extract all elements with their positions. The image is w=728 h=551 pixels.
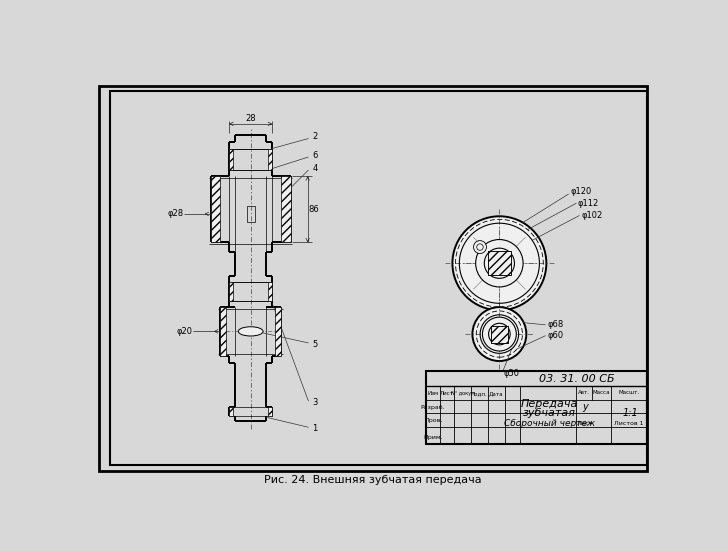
Text: 1:1: 1:1 [622, 408, 638, 418]
Text: φ120: φ120 [570, 187, 591, 196]
Text: Лист: Лист [440, 391, 454, 396]
Text: Масса: Масса [593, 390, 610, 395]
Text: 03. 31. 00 СБ: 03. 31. 00 СБ [539, 374, 614, 383]
Text: 2: 2 [312, 132, 317, 142]
Circle shape [483, 317, 516, 351]
Text: Передача: Передача [521, 399, 578, 409]
Bar [269, 149, 272, 170]
Text: φ20: φ20 [176, 327, 192, 336]
Circle shape [488, 323, 510, 345]
Bar [491, 326, 508, 343]
Text: 86: 86 [309, 205, 319, 214]
Text: φ28: φ28 [167, 209, 183, 218]
Text: Разраб.: Разраб. [421, 405, 446, 410]
Text: N° докум: N° докум [451, 391, 475, 396]
Bar [275, 307, 282, 355]
Ellipse shape [238, 327, 263, 336]
Bar [229, 283, 272, 301]
Bar [488, 251, 511, 275]
Text: Авт.: Авт. [578, 390, 590, 395]
Bar [426, 371, 647, 444]
Bar [488, 251, 511, 275]
Text: 4: 4 [312, 164, 317, 173]
Bar [110, 91, 647, 465]
Text: Масшт.: Масшт. [619, 390, 640, 395]
Text: Подп.: Подп. [471, 391, 488, 396]
Text: φ68: φ68 [547, 320, 563, 329]
Bar [229, 149, 272, 170]
Bar [220, 307, 226, 355]
Text: 3: 3 [312, 398, 317, 407]
Text: Пров.: Пров. [424, 418, 443, 423]
Bar [229, 407, 233, 417]
Text: 6: 6 [312, 151, 317, 160]
Bar [269, 407, 272, 417]
Text: φ112: φ112 [578, 199, 599, 208]
Circle shape [473, 241, 486, 253]
Bar [247, 206, 255, 222]
Text: 5: 5 [312, 340, 317, 349]
Text: 1: 1 [312, 424, 317, 433]
Circle shape [472, 307, 526, 361]
Text: у: у [582, 402, 587, 412]
Text: Прим.: Прим. [424, 435, 443, 440]
Text: 28: 28 [245, 114, 256, 123]
Bar [491, 326, 508, 343]
Text: Рис. 24. Внешняя зубчатая передача: Рис. 24. Внешняя зубчатая передача [264, 474, 482, 485]
Bar [229, 407, 272, 417]
Bar [229, 149, 233, 170]
Text: φ102: φ102 [581, 211, 602, 220]
Text: Сборочный чертеж: Сборочный чертеж [504, 419, 595, 428]
Text: зубчатая: зубчатая [523, 408, 576, 418]
Bar [229, 283, 233, 301]
Circle shape [475, 240, 523, 287]
Text: Изм: Изм [427, 391, 439, 396]
Text: φ50: φ50 [503, 369, 519, 378]
Text: Листов 1: Листов 1 [614, 421, 644, 426]
Bar [210, 176, 220, 242]
Bar [282, 176, 290, 242]
Text: Дата: Дата [489, 391, 504, 396]
Bar [269, 283, 272, 301]
Text: Лист: Лист [577, 421, 593, 426]
Text: φ60: φ60 [547, 331, 563, 340]
Circle shape [484, 248, 515, 278]
Circle shape [452, 217, 546, 310]
